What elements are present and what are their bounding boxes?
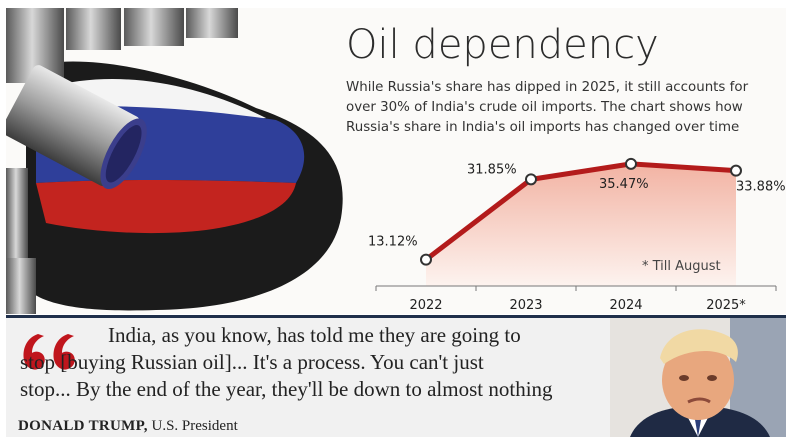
x-tick-label-2025: 2025* — [706, 298, 746, 313]
quote-panel: India, as you know, has told me they are… — [6, 318, 786, 437]
author-title: U.S. President — [151, 418, 238, 434]
x-tick-label-2022: 2022 — [409, 298, 442, 313]
x-tick-label-2024: 2024 — [609, 298, 642, 313]
data-labels: 13.12% 31.85% 35.47% 33.88% — [368, 162, 786, 249]
x-axis-ticks: 2022 2023 2024 2025* — [375, 286, 777, 313]
section-divider — [6, 315, 786, 318]
quote-line-1: India, as you know, has told me they are… — [108, 323, 521, 347]
footnote-annotation: * Till August — [642, 259, 721, 274]
data-point-2023 — [525, 173, 537, 186]
data-points — [420, 157, 742, 266]
data-label-2023: 31.85% — [467, 162, 517, 177]
series-line — [424, 161, 737, 262]
data-point-2025 — [730, 164, 742, 177]
oil-barrels-illustration — [6, 8, 356, 314]
quote-text: India, as you know, has told me they are… — [20, 322, 628, 403]
author-name: DONALD TRUMP, — [18, 418, 148, 434]
chart-title: Oil dependency — [346, 22, 659, 68]
x-tick-label-2023: 2023 — [509, 298, 542, 313]
data-label-2024: 35.47% — [599, 177, 649, 192]
line-chart: 2022 2023 2024 2025* 13.12% 31.85% 35.47% 33.8… — [368, 157, 786, 313]
speaker-portrait — [610, 318, 786, 437]
chart-area-fill — [426, 163, 736, 286]
data-label-2022: 13.12% — [368, 235, 418, 250]
data-label-2025: 33.88% — [736, 180, 786, 195]
quote-attribution: DONALD TRUMP, U.S. President — [18, 418, 238, 435]
quote-line-3: stop... By the end of the year, they'll … — [20, 377, 553, 401]
data-point-2022 — [420, 253, 432, 266]
chart-panel: Oil dependency While Russia's share has … — [6, 8, 786, 314]
quote-icon — [23, 334, 75, 370]
data-point-2024 — [625, 157, 637, 170]
quote-line-2: stop [buying Russian oil]... It's a proc… — [20, 350, 484, 374]
chart-description: While Russia's share has dipped in 2025,… — [346, 80, 749, 135]
